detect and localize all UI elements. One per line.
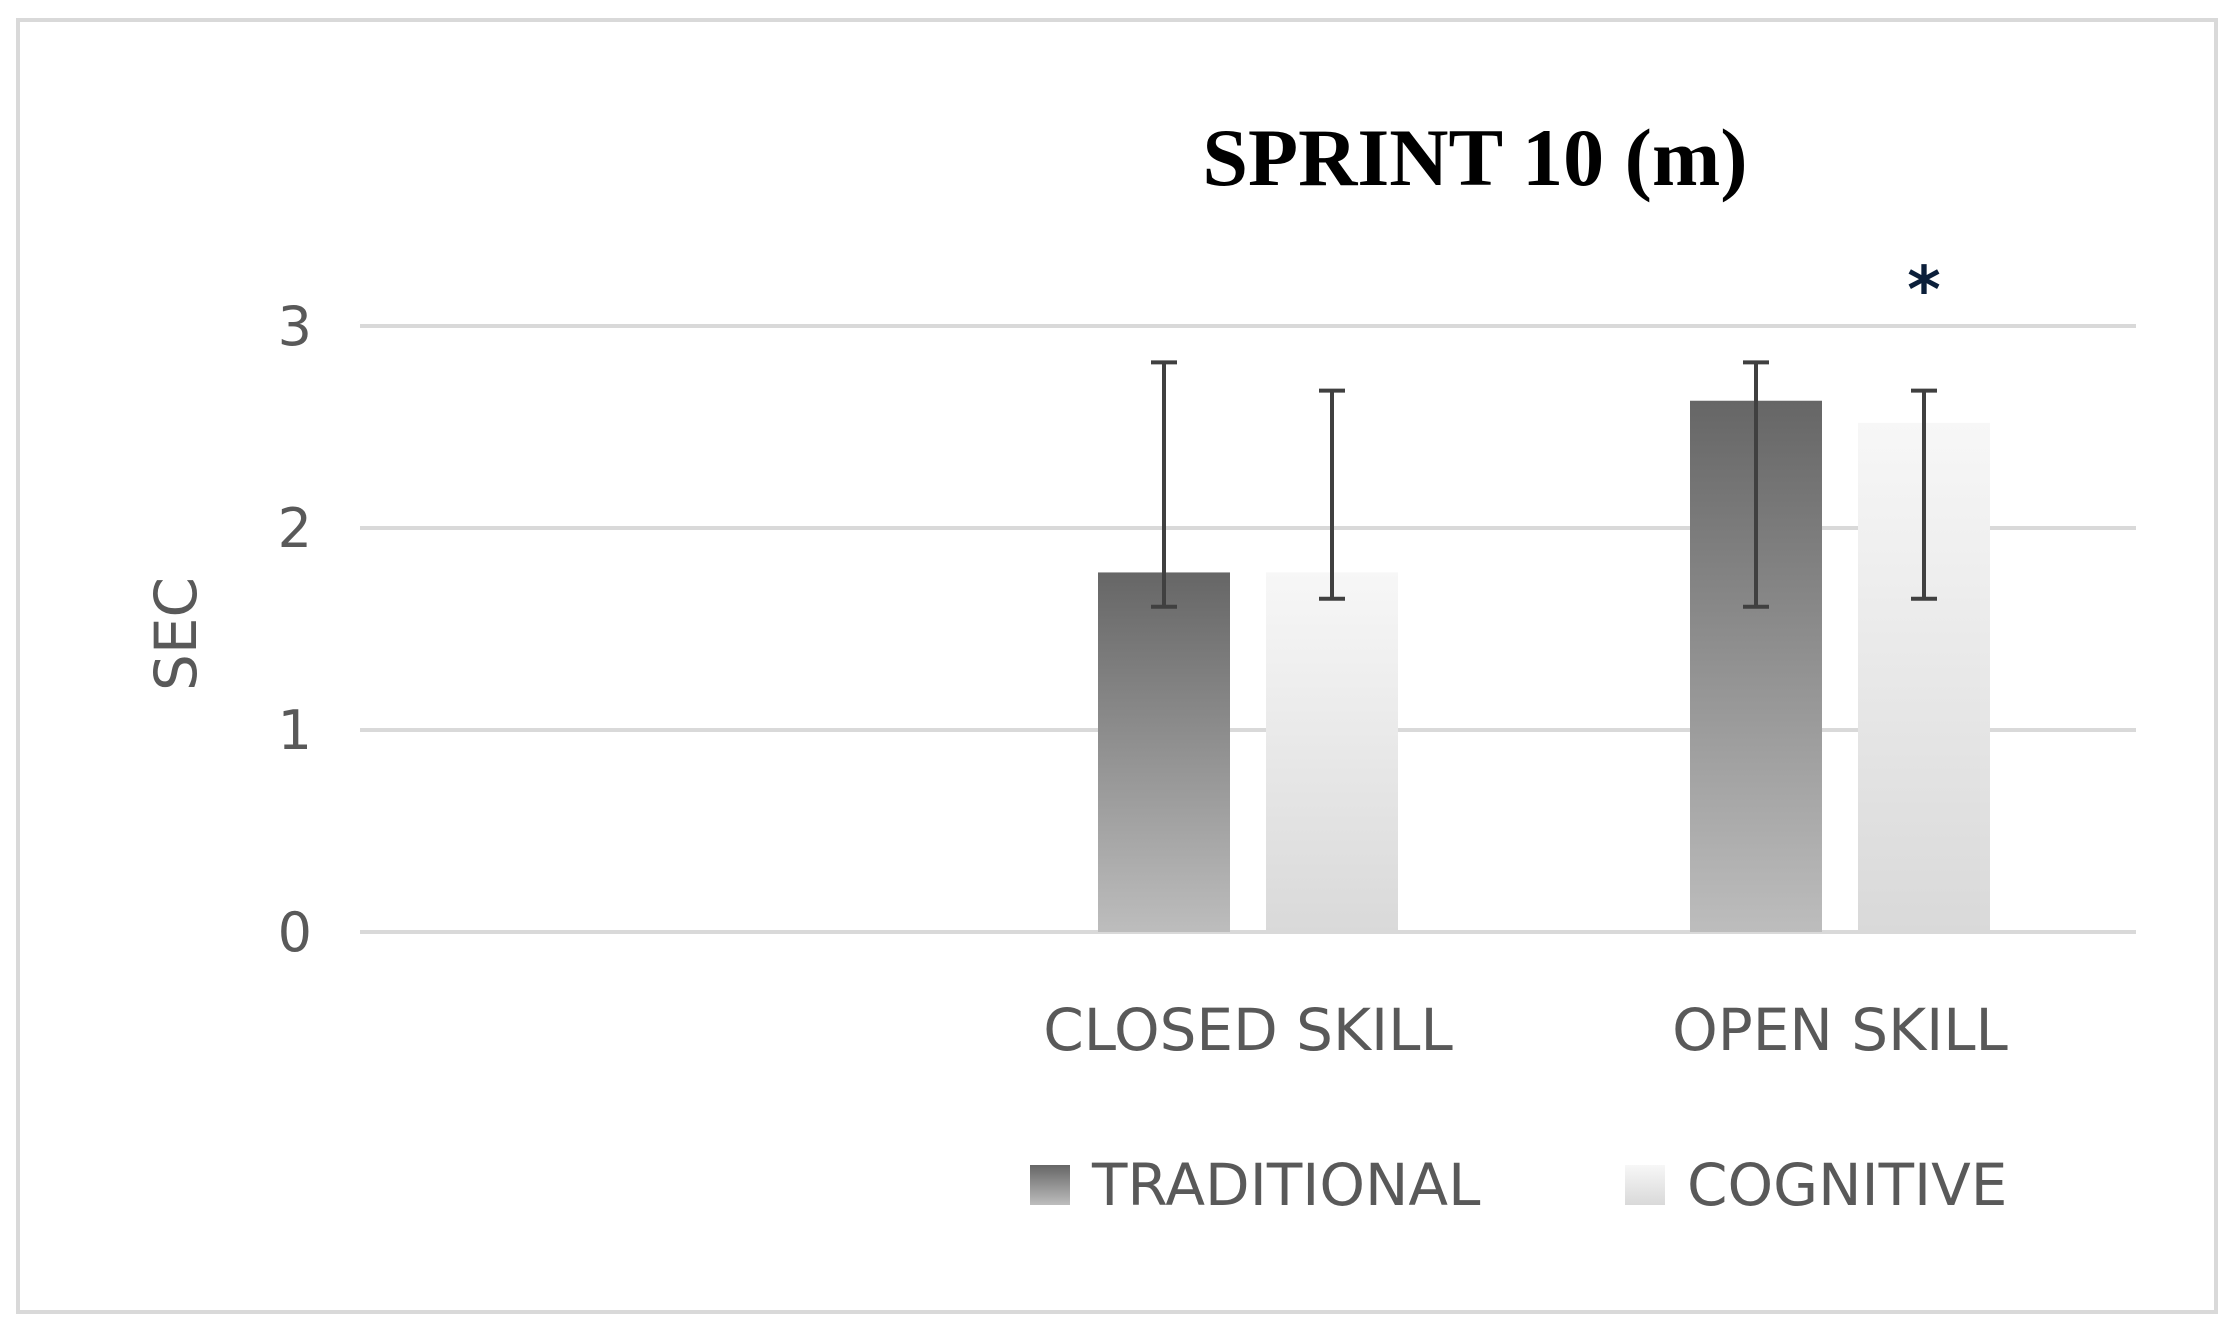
- legend-swatch: [1625, 1165, 1665, 1205]
- y-tick-label: 1: [278, 699, 312, 762]
- legend-label: COGNITIVE: [1687, 1151, 2007, 1219]
- significance-marker: *: [1907, 254, 1940, 328]
- error-bars: [1151, 360, 1937, 609]
- legend-label: TRADITIONAL: [1091, 1151, 1480, 1219]
- y-axis-title: SEC: [142, 577, 210, 691]
- x-tick-label: OPEN SKILL: [1672, 996, 2008, 1064]
- legend: TRADITIONAL COGNITIVE: [1030, 1151, 2007, 1219]
- y-tick-label: 0: [278, 901, 312, 964]
- y-tick-label: 3: [278, 295, 312, 358]
- bar: [1266, 572, 1398, 932]
- y-tick-label: 2: [278, 497, 312, 560]
- x-tick-labels: CLOSED SKILL OPEN SKILL: [1043, 996, 2008, 1064]
- legend-swatch: [1030, 1165, 1070, 1205]
- annotations: *: [1907, 254, 1940, 328]
- chart-title: SPRINT 10 (m): [1202, 112, 1747, 203]
- bar: [1098, 572, 1230, 932]
- y-tick-labels: 0 1 2 3: [278, 295, 312, 964]
- bars: [1098, 400, 1990, 932]
- gridlines: [360, 324, 2136, 934]
- x-tick-label: CLOSED SKILL: [1043, 996, 1453, 1064]
